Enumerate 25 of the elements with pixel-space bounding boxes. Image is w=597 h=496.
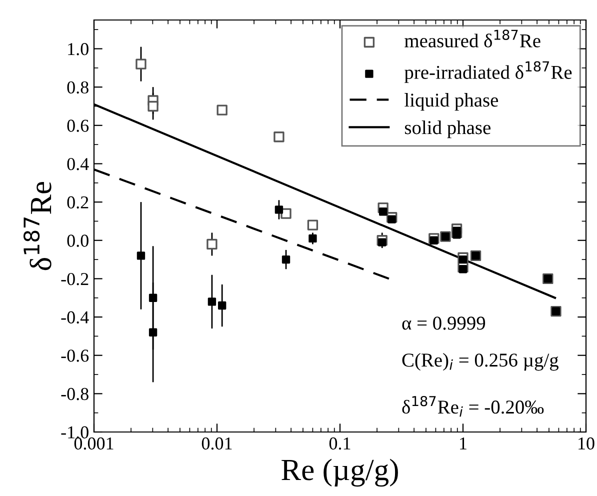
y-tick-label: -1.0 xyxy=(61,426,88,439)
annotation: δ$^{187}$Re$_{i}$ = -0.20‰ xyxy=(402,396,544,417)
y-tick-label: -0.8 xyxy=(61,388,88,400)
annotation: α = 0.9999 xyxy=(402,316,486,330)
y-tick-label: -0.4 xyxy=(61,311,89,324)
legend-label: pre-irradiated δ$^{187}$Re xyxy=(404,61,572,83)
x-tick-label: 0.001 xyxy=(74,437,114,450)
y-axis-title: δ$^{187}$Re xyxy=(23,182,52,270)
x-axis-title: Re (µg/g) xyxy=(282,458,398,487)
y-tick-label: 0.8 xyxy=(67,81,88,94)
legend-label: liquid phase xyxy=(404,93,498,111)
y-tick-label: 0.4 xyxy=(67,158,89,170)
legend-label: solid phase xyxy=(404,120,490,138)
annotation: C(Re)$_{i}$ = 0.256 µg/g xyxy=(402,353,558,371)
y-tick-label: 0.6 xyxy=(67,120,89,132)
x-tick-label: 10 xyxy=(578,437,594,450)
y-tick-label: 0.0 xyxy=(67,234,88,247)
x-tick-label: 0.01 xyxy=(202,437,232,450)
legend-label: measured δ$^{187}$Re xyxy=(404,30,540,48)
y-tick-label: 0.2 xyxy=(67,196,88,209)
y-tick-label: -0.6 xyxy=(61,350,89,362)
x-tick-label: 0.1 xyxy=(329,437,350,450)
y-tick-label: 1.0 xyxy=(68,43,88,56)
y-tick-label: -0.2 xyxy=(61,272,88,286)
x-tick-label: 1 xyxy=(460,437,466,450)
